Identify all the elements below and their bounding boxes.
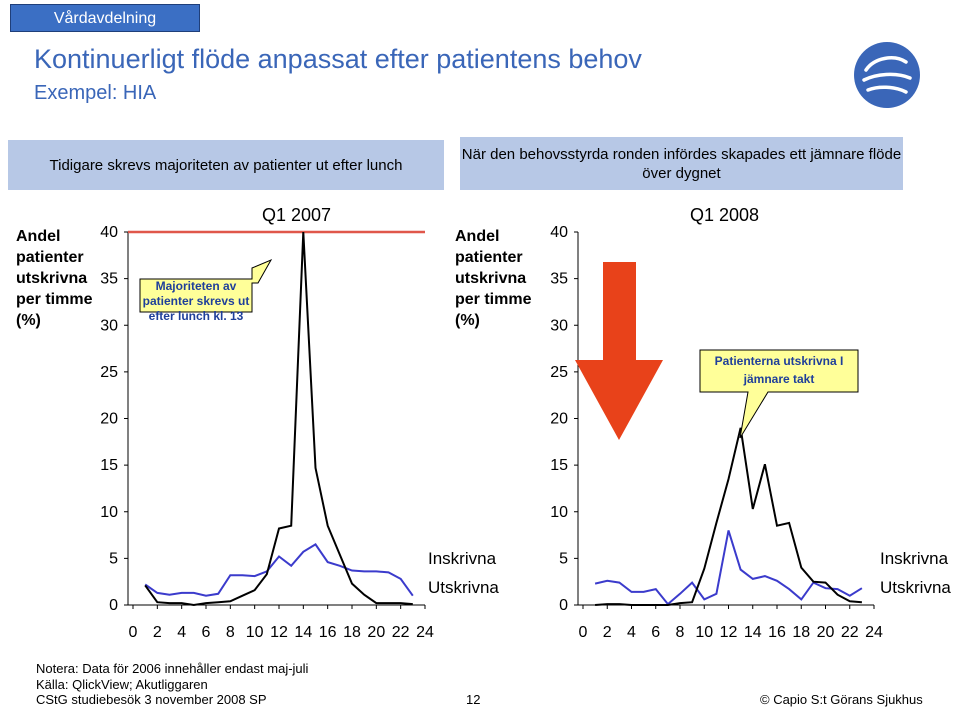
x-tick-label: 24 [865, 624, 883, 641]
y-tick-label: 30 [100, 317, 118, 334]
y-tick-label: 20 [100, 411, 118, 428]
y-tick-label: 30 [550, 317, 568, 334]
y-tick-label: 0 [559, 597, 568, 614]
x-tick-label: 0 [129, 624, 138, 641]
page-title: Kontinuerligt flöde anpassat efter patie… [34, 44, 642, 74]
x-tick-label: 18 [792, 624, 810, 641]
callout-left-text: Majoriteten av patienter skrevs ut efter… [142, 279, 250, 323]
x-tick-label: 20 [817, 624, 835, 641]
y-tick-label: 20 [550, 411, 568, 428]
down-arrow-icon [575, 262, 663, 440]
page-subtitle: Exempel: HIA [34, 82, 157, 104]
after-box: När den behovsstyrda ronden infördes ska… [460, 137, 903, 190]
callout-right-text: Patienterna utskrivna I jämnare takt [714, 354, 844, 386]
x-tick-label: 2 [153, 624, 162, 641]
x-tick-label: 24 [416, 624, 434, 641]
legend-label-inskrivna: Inskrivna [880, 549, 949, 568]
y-tick-label: 25 [550, 364, 568, 381]
series-line-inskrivna [594, 530, 863, 606]
footer-event: CStG studiebesök 3 november 2008 SP [36, 692, 267, 707]
chart-right-title: Q1 2008 [690, 205, 760, 225]
legend-label-utskrivna: Utskrivna [880, 578, 951, 597]
capio-logo-icon [854, 42, 920, 108]
y-tick-label: 25 [100, 364, 118, 381]
chart-left-title: Q1 2007 [262, 205, 332, 225]
x-tick-label: 2 [603, 624, 612, 641]
x-tick-label: 20 [367, 624, 385, 641]
y-tick-label: 40 [100, 224, 118, 241]
x-tick-label: 8 [226, 624, 235, 641]
x-tick-label: 10 [246, 624, 264, 641]
x-tick-label: 16 [319, 624, 337, 641]
y-tick-label: 5 [559, 550, 568, 567]
footer-source: Källa: QlickView; Akutliggaren [36, 677, 208, 692]
x-tick-label: 18 [343, 624, 361, 641]
footer-note: Notera: Data för 2006 innehåller endast … [36, 661, 309, 676]
x-tick-label: 12 [720, 624, 738, 641]
x-tick-label: 4 [627, 624, 636, 641]
series-line-inskrivna [144, 543, 414, 597]
before-box: Tidigare skrevs majoriteten av patienter… [8, 140, 444, 190]
y-tick-label: 15 [550, 457, 568, 474]
x-tick-label: 6 [202, 624, 211, 641]
y-tick-label: 0 [109, 597, 118, 614]
legend-label-utskrivna: Utskrivna [428, 578, 499, 597]
y-tick-label: 40 [550, 224, 568, 241]
x-tick-label: 4 [177, 624, 186, 641]
x-tick-label: 14 [744, 624, 762, 641]
callout-left-bubble [139, 258, 273, 313]
x-tick-label: 0 [579, 624, 588, 641]
y-tick-label: 35 [100, 271, 118, 288]
x-tick-label: 22 [841, 624, 859, 641]
series-line-utskrivna [144, 231, 413, 607]
chart-left-ylabel: Andel patienter utskrivna per timme (%) [16, 228, 93, 329]
legend-label-inskrivna: Inskrivna [428, 549, 497, 568]
y-tick-label: 15 [100, 457, 118, 474]
department-tab[interactable]: Vårdavdelning [10, 4, 200, 32]
y-tick-label: 35 [550, 271, 568, 288]
chart-right-ylabel: Andel patienter utskrivna per timme (%) [455, 228, 532, 329]
series-line-utskrivna [595, 427, 862, 606]
x-tick-label: 16 [768, 624, 786, 641]
x-tick-label: 22 [392, 624, 410, 641]
callout-right-bubble [699, 349, 859, 439]
footer-copyright: © Capio S:t Görans Sjukhus [760, 692, 923, 707]
x-tick-label: 14 [294, 624, 312, 641]
page-number: 12 [466, 692, 481, 707]
y-tick-label: 10 [100, 504, 118, 521]
x-tick-label: 6 [651, 624, 660, 641]
y-tick-label: 10 [550, 504, 568, 521]
x-tick-label: 10 [695, 624, 713, 641]
x-tick-label: 12 [270, 624, 288, 641]
x-tick-label: 8 [676, 624, 685, 641]
y-tick-label: 5 [109, 550, 118, 567]
